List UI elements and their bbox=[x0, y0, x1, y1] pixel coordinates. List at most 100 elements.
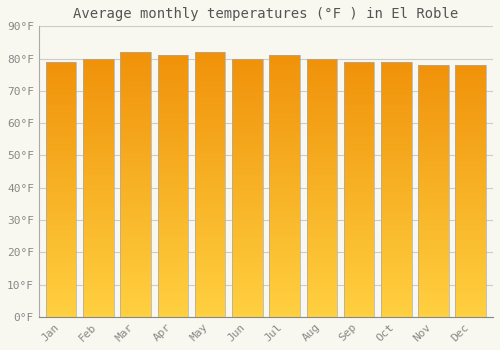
Bar bbox=[195, 110, 226, 113]
Bar bbox=[120, 132, 151, 134]
Bar bbox=[158, 270, 188, 272]
Bar bbox=[195, 184, 226, 187]
Bar bbox=[195, 259, 226, 261]
Bar bbox=[120, 245, 151, 248]
Bar bbox=[344, 197, 374, 199]
Bar bbox=[418, 251, 448, 254]
Bar bbox=[46, 284, 76, 286]
Bar bbox=[344, 294, 374, 296]
Bar bbox=[418, 191, 448, 194]
Bar bbox=[344, 258, 374, 261]
Bar bbox=[381, 258, 412, 261]
Bar bbox=[158, 128, 188, 131]
Bar bbox=[270, 246, 300, 249]
Bar bbox=[456, 98, 486, 100]
Bar bbox=[195, 306, 226, 309]
Bar bbox=[456, 226, 486, 229]
Bar bbox=[83, 281, 114, 283]
Bar bbox=[418, 276, 448, 279]
Bar bbox=[195, 269, 226, 272]
Bar bbox=[120, 203, 151, 206]
Bar bbox=[232, 294, 262, 296]
Bar bbox=[418, 259, 448, 261]
Bar bbox=[195, 198, 226, 200]
Bar bbox=[195, 158, 226, 161]
Bar bbox=[418, 183, 448, 186]
Bar bbox=[270, 290, 300, 293]
Bar bbox=[381, 223, 412, 225]
Bar bbox=[46, 161, 76, 164]
Bar bbox=[158, 220, 188, 223]
Bar bbox=[456, 209, 486, 211]
Bar bbox=[344, 62, 374, 317]
Bar bbox=[158, 66, 188, 68]
Bar bbox=[270, 249, 300, 251]
Bar bbox=[195, 280, 226, 282]
Bar bbox=[158, 186, 188, 189]
Bar bbox=[232, 162, 262, 164]
Bar bbox=[381, 169, 412, 171]
Bar bbox=[456, 75, 486, 78]
Bar bbox=[418, 236, 448, 239]
Bar bbox=[83, 262, 114, 265]
Bar bbox=[456, 161, 486, 163]
Bar bbox=[46, 85, 76, 87]
Bar bbox=[195, 76, 226, 78]
Bar bbox=[306, 188, 337, 190]
Bar bbox=[120, 251, 151, 253]
Bar bbox=[306, 113, 337, 116]
Bar bbox=[46, 118, 76, 120]
Bar bbox=[232, 307, 262, 309]
Bar bbox=[158, 105, 188, 108]
Bar bbox=[270, 121, 300, 123]
Bar bbox=[232, 268, 262, 270]
Bar bbox=[418, 234, 448, 236]
Bar bbox=[344, 161, 374, 164]
Bar bbox=[195, 94, 226, 97]
Bar bbox=[46, 164, 76, 166]
Bar bbox=[344, 87, 374, 90]
Bar bbox=[46, 100, 76, 103]
Bar bbox=[344, 148, 374, 151]
Bar bbox=[232, 281, 262, 283]
Bar bbox=[306, 286, 337, 288]
Bar bbox=[120, 126, 151, 129]
Bar bbox=[344, 261, 374, 263]
Bar bbox=[418, 141, 448, 143]
Bar bbox=[344, 67, 374, 69]
Bar bbox=[381, 243, 412, 245]
Bar bbox=[418, 95, 448, 98]
Bar bbox=[306, 296, 337, 299]
Bar bbox=[83, 69, 114, 71]
Bar bbox=[83, 216, 114, 219]
Bar bbox=[232, 105, 262, 108]
Bar bbox=[381, 197, 412, 199]
Bar bbox=[381, 133, 412, 136]
Bar bbox=[46, 110, 76, 113]
Bar bbox=[195, 65, 226, 68]
Bar bbox=[195, 288, 226, 290]
Bar bbox=[232, 139, 262, 141]
Bar bbox=[418, 83, 448, 85]
Bar bbox=[120, 312, 151, 314]
Bar bbox=[83, 255, 114, 257]
Bar bbox=[418, 224, 448, 226]
Bar bbox=[306, 100, 337, 103]
Bar bbox=[418, 178, 448, 181]
Bar bbox=[232, 190, 262, 193]
Bar bbox=[83, 296, 114, 299]
Bar bbox=[381, 151, 412, 154]
Bar bbox=[270, 144, 300, 147]
Bar bbox=[46, 273, 76, 276]
Bar bbox=[46, 266, 76, 268]
Bar bbox=[120, 147, 151, 150]
Bar bbox=[120, 163, 151, 166]
Bar bbox=[418, 266, 448, 269]
Bar bbox=[381, 192, 412, 194]
Bar bbox=[46, 131, 76, 133]
Bar bbox=[232, 226, 262, 229]
Bar bbox=[46, 184, 76, 187]
Bar bbox=[306, 281, 337, 283]
Bar bbox=[46, 243, 76, 245]
Bar bbox=[232, 77, 262, 79]
